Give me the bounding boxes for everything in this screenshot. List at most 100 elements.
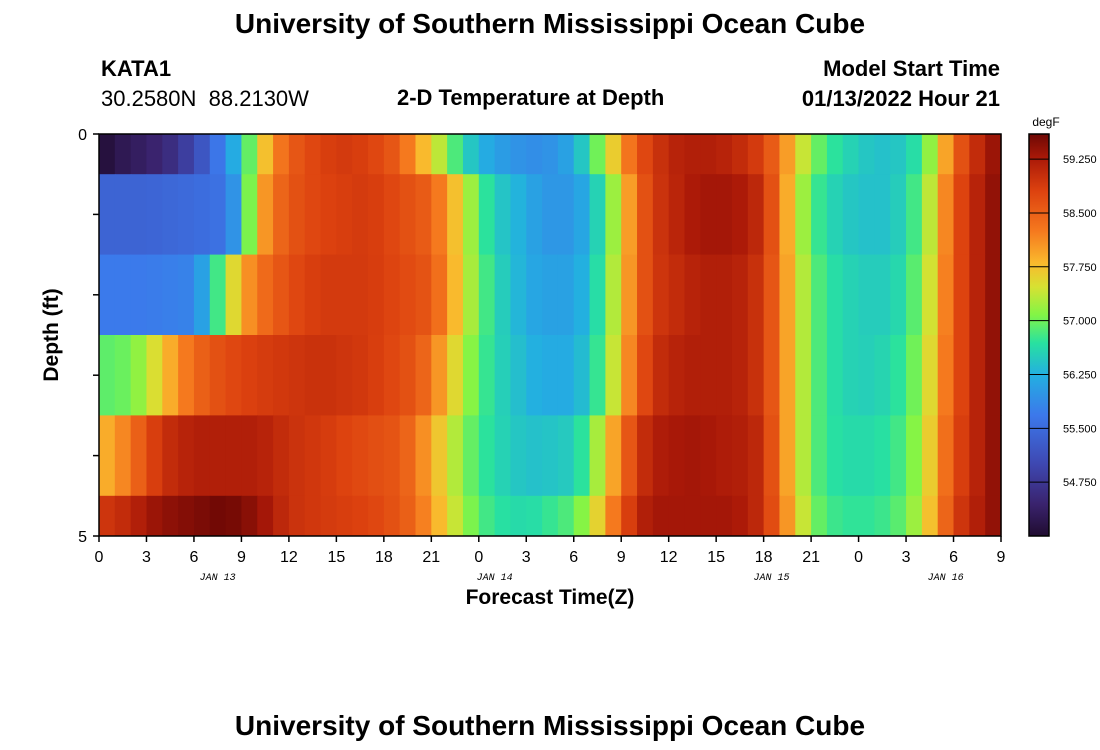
heatmap-cell [510, 254, 527, 336]
heatmap-cell [747, 415, 765, 497]
heatmap-cell [368, 134, 385, 175]
heatmap-cell [969, 495, 986, 537]
heatmap-cell [257, 415, 274, 497]
heatmap-cell [937, 495, 955, 537]
heatmap-cell [921, 254, 939, 336]
heatmap-cell [494, 335, 512, 416]
heatmap-cell [478, 495, 496, 537]
heatmap-cell [288, 495, 306, 537]
station-coordinates: 30.2580N 88.2130W [101, 86, 309, 111]
heatmap-cell [906, 174, 923, 255]
heatmap-cell [526, 415, 543, 497]
heatmap-cell [162, 335, 179, 416]
heatmap-cell [716, 495, 733, 537]
heatmap-cell [146, 134, 163, 175]
heatmap-cell [431, 254, 448, 336]
heatmap-cell [304, 174, 322, 255]
heatmap-cell [542, 495, 559, 537]
heatmap-cell [589, 495, 606, 537]
heatmap-cell [842, 174, 860, 255]
heatmap-cell [779, 335, 796, 416]
heatmap-cell [193, 495, 211, 537]
heatmap-cell [304, 134, 322, 175]
heatmap-cell [368, 335, 385, 416]
heatmap-cell [874, 495, 891, 537]
heatmap-cell [114, 174, 132, 255]
heatmap-cell [352, 134, 369, 175]
heatmap-cell [858, 415, 876, 497]
heatmap-cell [811, 415, 828, 497]
heatmap-cell [193, 134, 211, 175]
heatmap-cell [415, 134, 432, 175]
heatmap-cell [985, 335, 1002, 416]
colorbar-tick-label: 55.500 [1063, 423, 1097, 435]
heatmap-cell [731, 134, 749, 175]
heatmap-cell [114, 495, 132, 537]
heatmap-cell [478, 134, 496, 175]
heatmap-cell [99, 134, 116, 175]
heatmap-cell [225, 254, 243, 336]
heatmap-cell [320, 134, 337, 175]
heatmap-cell [462, 174, 480, 255]
heatmap-cell [399, 254, 417, 336]
heatmap-cell [573, 335, 591, 416]
heatmap-cell [431, 174, 448, 255]
x-tick-label: 21 [422, 549, 440, 566]
heatmap-cell [162, 134, 179, 175]
heatmap-cell [336, 335, 353, 416]
heatmap-cell [225, 174, 243, 255]
heatmap-cell [431, 134, 448, 175]
y-axis-ticks: 05 [78, 127, 99, 546]
heatmap-cell [842, 415, 860, 497]
heatmap-cell [969, 174, 986, 255]
heatmap-cell [368, 495, 385, 537]
heatmap-cell [763, 495, 781, 537]
heatmap-cell [763, 415, 781, 497]
heatmap-cell [890, 495, 907, 537]
heatmap-cell [890, 134, 907, 175]
heatmap-cell [415, 415, 432, 497]
heatmap-cell [684, 134, 701, 175]
heatmap-cell [906, 134, 923, 175]
heatmap-cell [858, 134, 876, 175]
heatmap-cell [763, 134, 781, 175]
heatmap-cell [352, 415, 369, 497]
heatmap-cell [320, 415, 337, 497]
heatmap-cell [257, 254, 274, 336]
heatmap-cell [953, 174, 970, 255]
day-label: JAN 13 [200, 573, 236, 584]
heatmap-cell [257, 134, 274, 175]
heatmap-cell [383, 495, 401, 537]
heatmap-cell [557, 495, 575, 537]
colorbar-tick-label: 56.250 [1063, 369, 1097, 381]
heatmap-cell [795, 174, 812, 255]
heatmap-cell [320, 174, 337, 255]
heatmap-cell [716, 254, 733, 336]
heatmap-cell [795, 335, 812, 416]
heatmap-cell [716, 335, 733, 416]
heatmap-cell [478, 174, 496, 255]
heatmap-cell [193, 174, 211, 255]
heatmap-cell [747, 495, 765, 537]
colorbar-tick-label: 57.000 [1063, 316, 1097, 328]
heatmap-cell [890, 174, 907, 255]
heatmap-cell [589, 174, 606, 255]
heatmap-cell [811, 134, 828, 175]
heatmap-cell [273, 134, 290, 175]
x-tick-label: 15 [707, 549, 725, 566]
heatmap-cell [811, 495, 828, 537]
heatmap-cell [985, 134, 1002, 175]
heatmap-cell [178, 335, 195, 416]
heatmap-cell [811, 254, 828, 336]
heatmap-cell [985, 495, 1002, 537]
day-labels: JAN 13 JAN 14 JAN 15 JAN 16 [200, 573, 964, 584]
heatmap-cell [858, 174, 876, 255]
heatmap-cell [573, 134, 591, 175]
heatmap-cell [130, 174, 148, 255]
heatmap-cell [937, 335, 955, 416]
heatmap-cell [225, 415, 243, 497]
heatmap-cell [684, 495, 701, 537]
heatmap-cell [114, 415, 132, 497]
heatmap-cell [763, 335, 781, 416]
heatmap-cell [779, 134, 796, 175]
